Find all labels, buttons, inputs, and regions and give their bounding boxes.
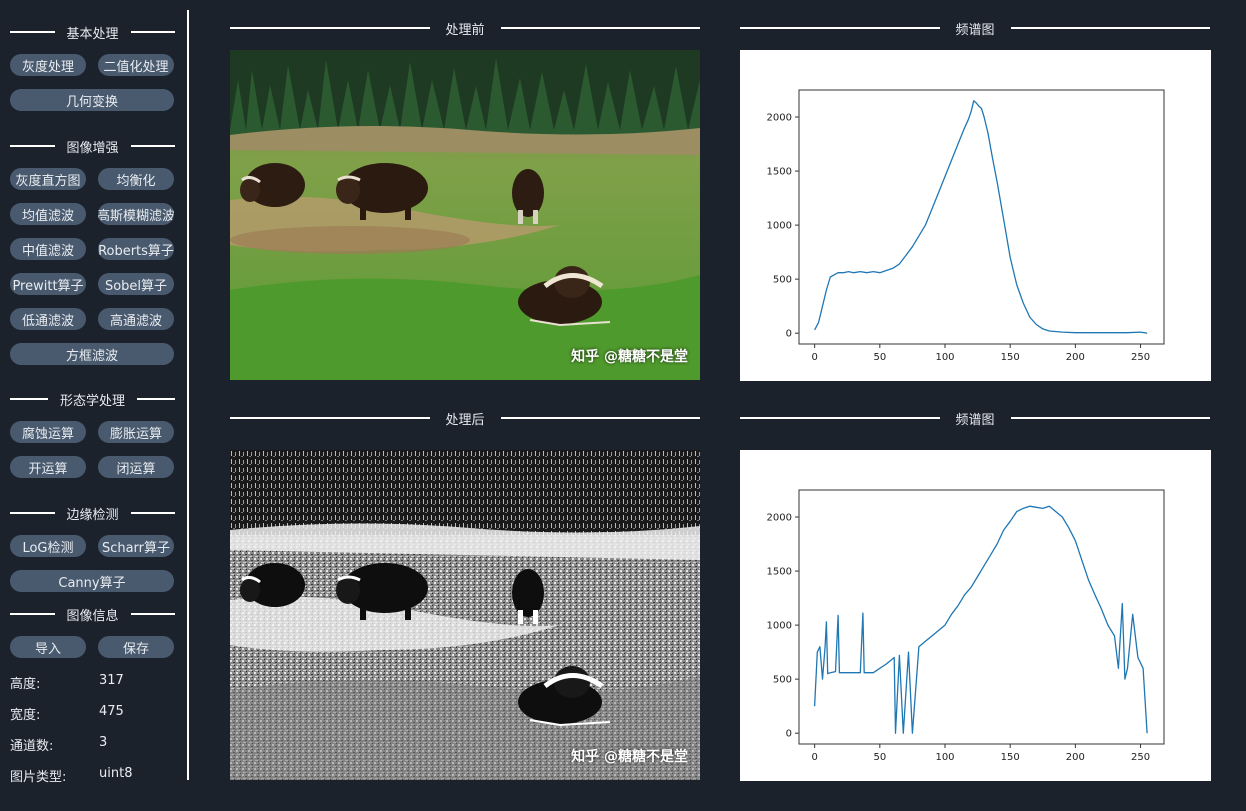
info-width-label: 宽度: — [10, 708, 41, 723]
dilate-button[interactable]: 膨胀运算 — [98, 421, 174, 443]
x-tick-label: 250 — [1131, 752, 1150, 763]
sobel-button[interactable]: Sobel算子 — [98, 273, 174, 295]
scharr-button[interactable]: Scharr算子 — [98, 535, 174, 557]
after-title: 处理后 — [230, 408, 700, 428]
info-height: 高度: 317 — [10, 673, 124, 692]
prewitt-button[interactable]: Prewitt算子 — [10, 273, 86, 295]
original-image: 知乎 @糖糖不是堂 — [230, 50, 700, 380]
x-tick-label: 100 — [935, 752, 954, 763]
x-tick-label: 100 — [935, 352, 954, 363]
box-filter-button[interactable]: 方框滤波 — [10, 343, 174, 365]
y-tick-label: 1000 — [767, 621, 792, 632]
watermark-top: 知乎 @糖糖不是堂 — [571, 349, 688, 365]
x-tick-label: 150 — [1001, 752, 1020, 763]
save-button[interactable]: 保存 — [98, 636, 174, 658]
histogram-chart-top-svg: 0 50 100 150 200 250 0 500 1000 1500 2000 — [767, 89, 1165, 363]
median-filter-button[interactable]: 中值滤波 — [10, 238, 86, 260]
lowpass-button[interactable]: 低通滤波 — [10, 308, 86, 330]
x-tick-label: 250 — [1131, 352, 1150, 363]
sidebar-divider — [187, 10, 189, 780]
x-tick-label: 200 — [1066, 352, 1085, 363]
erode-button[interactable]: 腐蚀运算 — [10, 421, 86, 443]
histogram-chart-top: 0 50 100 150 200 250 0 500 1000 1500 2000 — [740, 50, 1211, 381]
section-title-edge: 边缘检测 — [10, 504, 175, 523]
section-title-info: 图像信息 — [10, 605, 175, 624]
y-tick-label: 0 — [786, 329, 792, 340]
y-tick-label: 1500 — [767, 167, 792, 178]
spectrum-title-top: 频谱图 — [740, 18, 1210, 38]
geometric-transform-button[interactable]: 几何变换 — [10, 89, 174, 111]
import-button[interactable]: 导入 — [10, 636, 86, 658]
x-tick-label: 50 — [873, 752, 886, 763]
info-width: 宽度: 475 — [10, 704, 124, 723]
open-button[interactable]: 开运算 — [10, 456, 86, 478]
spectrum-title-bottom: 频谱图 — [740, 408, 1210, 428]
before-title: 处理前 — [230, 18, 700, 38]
y-tick-label: 2000 — [767, 513, 792, 524]
grayscale-button[interactable]: 灰度处理 — [10, 54, 86, 76]
section-title-enhance: 图像增强 — [10, 137, 175, 156]
sidebar: 基本处理 灰度处理 二值化处理 几何变换 图像增强 灰度直方图 均衡化 均值滤波… — [0, 0, 188, 811]
original-image-drawing — [230, 50, 700, 380]
section-title-morph: 形态学处理 — [10, 390, 175, 409]
info-height-label: 高度: — [10, 677, 41, 692]
x-tick-label: 200 — [1066, 752, 1085, 763]
info-type-value: uint8 — [99, 766, 133, 781]
info-type: 图片类型: uint8 — [10, 766, 132, 785]
x-tick-label: 0 — [811, 352, 817, 363]
close-button[interactable]: 闭运算 — [98, 456, 174, 478]
histogram-chart-bottom: 0 50 100 150 200 250 0 500 1000 1500 2000 — [740, 450, 1211, 781]
y-tick-label: 2000 — [767, 113, 792, 124]
processed-image-drawing — [230, 450, 700, 780]
histogram-line-0 — [814, 100, 1148, 334]
plot-frame — [798, 489, 1165, 745]
histogram-line-1 — [813, 505, 1148, 734]
gaussian-blur-button[interactable]: 高斯模糊滤波 — [98, 203, 174, 225]
histogram-button[interactable]: 灰度直方图 — [10, 168, 86, 190]
info-width-value: 475 — [99, 704, 124, 719]
log-button[interactable]: LoG检测 — [10, 535, 86, 557]
highpass-button[interactable]: 高通滤波 — [98, 308, 174, 330]
x-tick-label: 150 — [1001, 352, 1020, 363]
info-channels: 通道数: 3 — [10, 735, 107, 754]
x-tick-label: 50 — [873, 352, 886, 363]
roberts-button[interactable]: Roberts算子 — [98, 238, 174, 260]
x-tick-label: 0 — [811, 752, 817, 763]
y-tick-label: 500 — [773, 675, 792, 686]
processed-image: 知乎 @糖糖不是堂 — [230, 450, 700, 780]
y-tick-label: 500 — [773, 275, 792, 286]
binarize-button[interactable]: 二值化处理 — [98, 54, 174, 76]
canny-button[interactable]: Canny算子 — [10, 570, 174, 592]
info-channels-value: 3 — [99, 735, 108, 750]
info-channels-label: 通道数: — [10, 739, 54, 754]
watermark-bottom: 知乎 @糖糖不是堂 — [571, 749, 688, 765]
y-tick-label: 0 — [786, 729, 792, 740]
mean-filter-button[interactable]: 均值滤波 — [10, 203, 86, 225]
plot-frame — [798, 89, 1165, 345]
section-title-basic: 基本处理 — [10, 23, 175, 42]
equalize-button[interactable]: 均衡化 — [98, 168, 174, 190]
y-tick-label: 1500 — [767, 567, 792, 578]
y-tick-label: 1000 — [767, 221, 792, 232]
info-height-value: 317 — [99, 673, 124, 688]
histogram-chart-bottom-svg: 0 50 100 150 200 250 0 500 1000 1500 2000 — [767, 489, 1165, 763]
info-type-label: 图片类型: — [10, 770, 67, 785]
